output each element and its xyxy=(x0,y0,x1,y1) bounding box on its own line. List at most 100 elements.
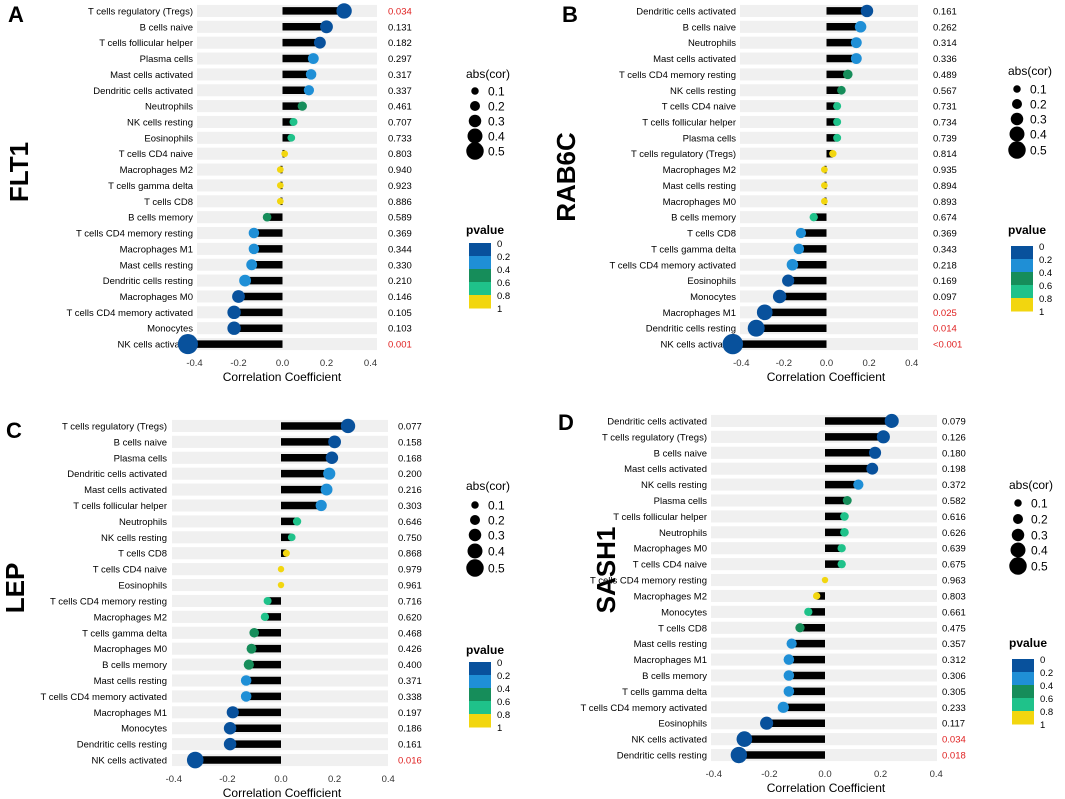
lollipop-point xyxy=(246,259,258,271)
size-legend-dot xyxy=(1013,514,1023,524)
category-label: NK cells resting xyxy=(641,480,707,491)
size-legend-dot xyxy=(1009,126,1025,142)
pvalue-label: 0.814 xyxy=(933,149,957,160)
color-legend-label: 0 xyxy=(1040,655,1045,666)
pvalue-label: 0.180 xyxy=(942,448,966,459)
pvalue-label: 0.357 xyxy=(942,639,966,650)
category-label: Neutrophils xyxy=(688,38,736,49)
color-legend-label: 0.8 xyxy=(497,291,510,302)
color-legend-label: 1 xyxy=(497,723,502,734)
x-axis-label: Correlation Coefficient xyxy=(223,786,342,799)
row-strip xyxy=(172,467,388,480)
pvalue-label: 0.979 xyxy=(398,565,422,576)
lollipop-point xyxy=(804,607,813,617)
lollipop-point xyxy=(821,197,828,205)
size-legend-dot xyxy=(1008,141,1026,159)
x-tick-label: 0.2 xyxy=(328,774,341,785)
category-label: T cells CD4 memory activated xyxy=(580,703,707,714)
lollipop-point xyxy=(795,623,805,633)
color-legend-swatch xyxy=(1012,659,1034,673)
category-label: Eosinophils xyxy=(144,133,193,144)
color-legend-label: 0.4 xyxy=(497,265,510,276)
row-strip xyxy=(740,163,918,176)
row-strip xyxy=(197,258,377,271)
category-label: B cells memory xyxy=(128,213,193,224)
category-label: Neutrophils xyxy=(659,528,707,539)
color-legend-label: 1 xyxy=(1039,307,1044,318)
pvalue-label: 0.336 xyxy=(933,54,957,65)
lollipop-point xyxy=(747,319,765,337)
pvalue-label: 0.297 xyxy=(388,54,412,65)
color-legend-label: 0.2 xyxy=(497,252,510,263)
row-strip xyxy=(711,478,937,491)
category-label: T cells gamma delta xyxy=(108,181,194,192)
lollipop-point xyxy=(223,737,237,751)
x-axis-label: Correlation Coefficient xyxy=(223,370,342,384)
lollipop-point xyxy=(282,549,290,557)
pvalue-label: 0.739 xyxy=(933,133,957,144)
category-label: Mast cells resting xyxy=(94,676,167,687)
lollipop-point xyxy=(843,69,853,80)
category-label: Dendritic cells activated xyxy=(93,86,193,97)
color-legend-swatch xyxy=(469,243,491,257)
color-legend-swatch xyxy=(1011,246,1033,260)
x-axis-label: Correlation Coefficient xyxy=(767,370,886,384)
pvalue-label: 0.117 xyxy=(942,719,965,730)
size-legend-dot xyxy=(1014,499,1022,507)
size-legend-dot xyxy=(471,87,479,95)
category-label: T cells gamma delta xyxy=(622,687,708,698)
category-label: Neutrophils xyxy=(119,517,167,528)
pvalue-label: 0.161 xyxy=(933,6,957,17)
lollipop-point xyxy=(240,691,252,702)
size-legend-dot xyxy=(467,543,483,559)
color-legend-label: 0.8 xyxy=(1040,707,1053,718)
pvalue-label: 0.330 xyxy=(388,260,412,271)
pvalue-label: 0.197 xyxy=(398,708,422,719)
color-legend-swatch xyxy=(469,675,491,689)
size-legend-label: 0.1 xyxy=(488,499,505,513)
pvalue-label: 0.158 xyxy=(398,437,422,448)
category-label: Mast cells resting xyxy=(120,260,193,271)
color-legend-label: 0 xyxy=(1039,242,1044,253)
pvalue-label: 0.034 xyxy=(388,6,412,17)
category-label: T cells follicular helper xyxy=(642,117,736,128)
color-legend-label: 0.4 xyxy=(1039,268,1052,279)
pvalue-label: 0.018 xyxy=(942,751,966,762)
lollipop-point xyxy=(226,706,239,719)
x-tick-label: -0.4 xyxy=(733,358,749,369)
size-legend-dot xyxy=(471,501,479,509)
lollipop-point xyxy=(876,430,890,444)
pvalue-label: 0.923 xyxy=(388,181,412,192)
x-tick-label: -0.4 xyxy=(706,769,722,780)
category-label: Dendritic cells activated xyxy=(67,469,167,480)
pvalue-label: 0.131 xyxy=(388,22,412,33)
pvalue-label: 0.868 xyxy=(398,549,422,560)
size-legend-dot xyxy=(1012,99,1022,109)
color-legend-title: pvalue xyxy=(466,223,504,237)
pvalue-label: 0.126 xyxy=(942,432,966,443)
row-strip xyxy=(711,542,937,555)
row-strip xyxy=(711,558,937,571)
pvalue-label: 0.803 xyxy=(388,149,412,160)
size-legend-label: 0.1 xyxy=(1030,83,1047,97)
row-strip xyxy=(197,195,377,208)
x-tick-label: 0.4 xyxy=(930,769,943,780)
category-label: B cells memory xyxy=(102,660,167,671)
x-tick-label: -0.2 xyxy=(761,769,777,780)
pvalue-label: 0.620 xyxy=(398,612,422,623)
pvalue-label: 0.168 xyxy=(398,453,422,464)
size-legend-label: 0.3 xyxy=(1031,529,1048,543)
row-strip xyxy=(740,179,918,192)
pvalue-label: 0.963 xyxy=(942,576,966,587)
size-legend-label: 0.3 xyxy=(488,529,505,543)
pvalue-label: 0.001 xyxy=(388,340,412,351)
category-label: Macrophages M1 xyxy=(120,244,193,255)
size-legend-dot xyxy=(466,559,484,577)
pvalue-label: 0.475 xyxy=(942,623,966,634)
color-legend-title: pvalue xyxy=(1009,636,1047,650)
lollipop-point xyxy=(786,638,797,649)
category-label: Dendritic cells activated xyxy=(607,416,707,427)
lollipop-point xyxy=(829,150,837,158)
pvalue-label: 0.731 xyxy=(933,102,957,113)
category-label: Macrophages M2 xyxy=(634,591,707,602)
